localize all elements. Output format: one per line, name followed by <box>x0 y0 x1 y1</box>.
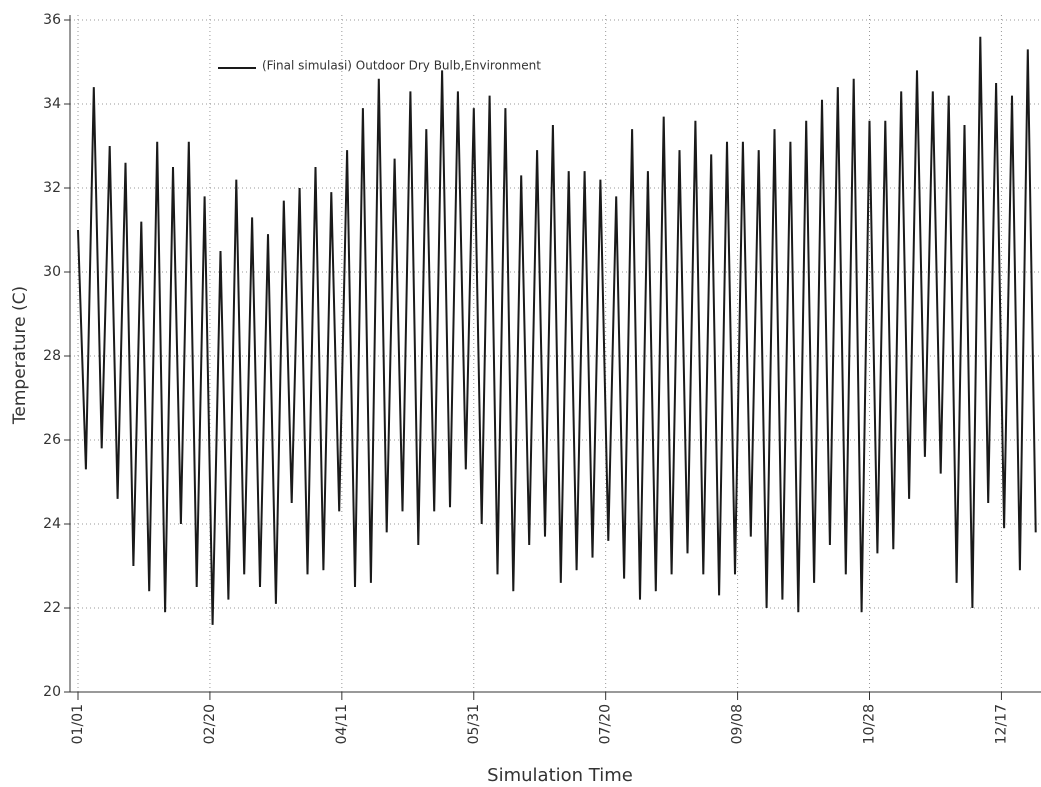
data-line <box>78 37 1036 625</box>
x-tick-label: 12/17 <box>993 704 1009 744</box>
x-tick-label: 10/28 <box>862 704 878 744</box>
x-tick-label: 01/01 <box>70 704 86 744</box>
y-tick-label: 36 <box>43 12 61 28</box>
y-axis-label: Temperature (C) <box>10 286 30 425</box>
y-tick-label: 22 <box>43 600 61 616</box>
y-tick-label: 28 <box>43 348 61 364</box>
x-tick-label: 07/20 <box>598 704 614 744</box>
x-tick-label: 09/08 <box>730 704 746 744</box>
chart: Temperature (C) Simulation Time 20 22 24 26… <box>0 0 1041 787</box>
x-axis-label: Simulation Time <box>487 765 633 786</box>
x-tick-label: 02/20 <box>202 704 218 744</box>
x-tick-label: 04/11 <box>334 704 350 744</box>
y-tick-label: 20 <box>43 684 61 700</box>
y-tick-label: 32 <box>43 180 61 196</box>
page: Temperature (C) Simulation Time 20 22 24 26… <box>0 0 1041 787</box>
y-tick-label: 26 <box>43 432 61 448</box>
x-tick-label: 05/31 <box>466 704 482 744</box>
y-tick-label: 24 <box>43 516 61 532</box>
legend-label: (Final simulasi) Outdoor Dry Bulb,Enviro… <box>262 59 541 73</box>
y-tick-label: 34 <box>43 96 61 112</box>
y-tick-label: 30 <box>43 264 61 280</box>
